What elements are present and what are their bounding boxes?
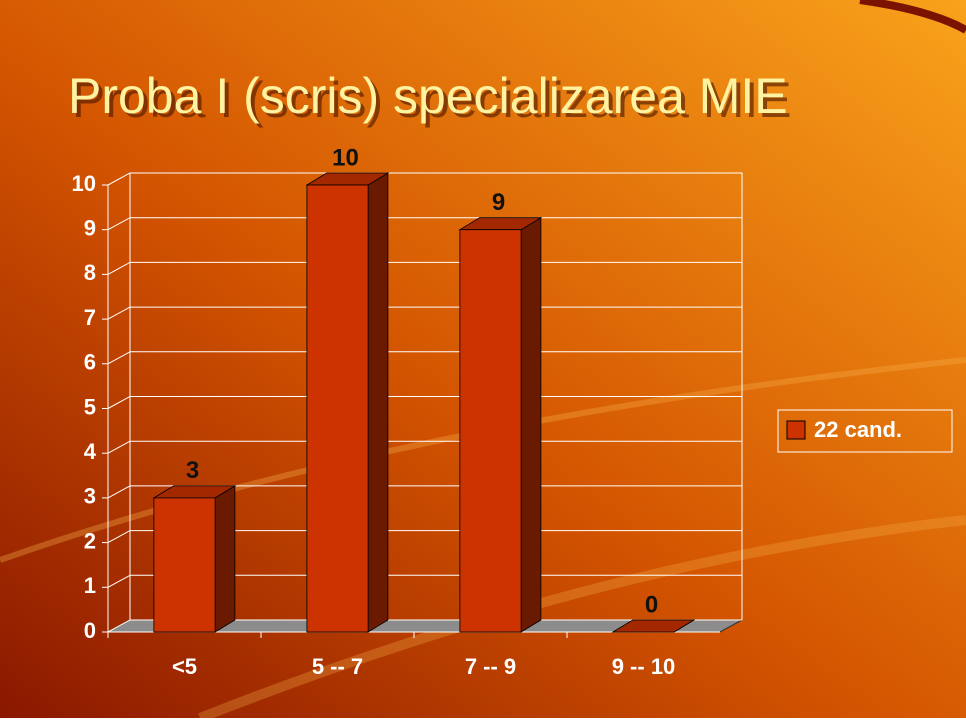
y-tick-label: 9	[84, 216, 96, 241]
data-label: 3	[186, 457, 199, 484]
data-label: 9	[492, 189, 505, 216]
bar	[154, 498, 215, 632]
bar	[307, 185, 368, 632]
data-label: 0	[645, 591, 658, 618]
y-tick-label: 6	[84, 350, 96, 375]
y-tick-label: 0	[84, 618, 96, 643]
y-tick-label: 3	[84, 484, 96, 509]
slide: Proba I (scris) specializarea MIE Proba …	[0, 0, 966, 718]
x-tick-label: 5 -- 7	[312, 654, 363, 679]
y-tick-label: 7	[84, 305, 96, 330]
x-tick-label: <5	[172, 654, 197, 679]
legend-label: 22 cand.	[814, 417, 902, 442]
legend-swatch	[787, 421, 805, 439]
bar	[460, 230, 521, 632]
data-label: 10	[332, 144, 359, 171]
x-tick-label: 7 -- 9	[465, 654, 516, 679]
y-tick-label: 1	[84, 573, 96, 598]
chart-title: Proba I (scris) specializarea MIE	[68, 68, 788, 124]
bar-side	[368, 173, 388, 632]
y-tick-label: 5	[84, 394, 96, 419]
bar-side	[521, 218, 541, 632]
x-tick-label: 9 -- 10	[612, 654, 676, 679]
y-tick-label: 8	[84, 260, 96, 285]
y-tick-label: 10	[72, 171, 96, 196]
y-tick-label: 4	[84, 439, 97, 464]
y-tick-label: 2	[84, 528, 96, 553]
bar-side	[215, 486, 235, 632]
